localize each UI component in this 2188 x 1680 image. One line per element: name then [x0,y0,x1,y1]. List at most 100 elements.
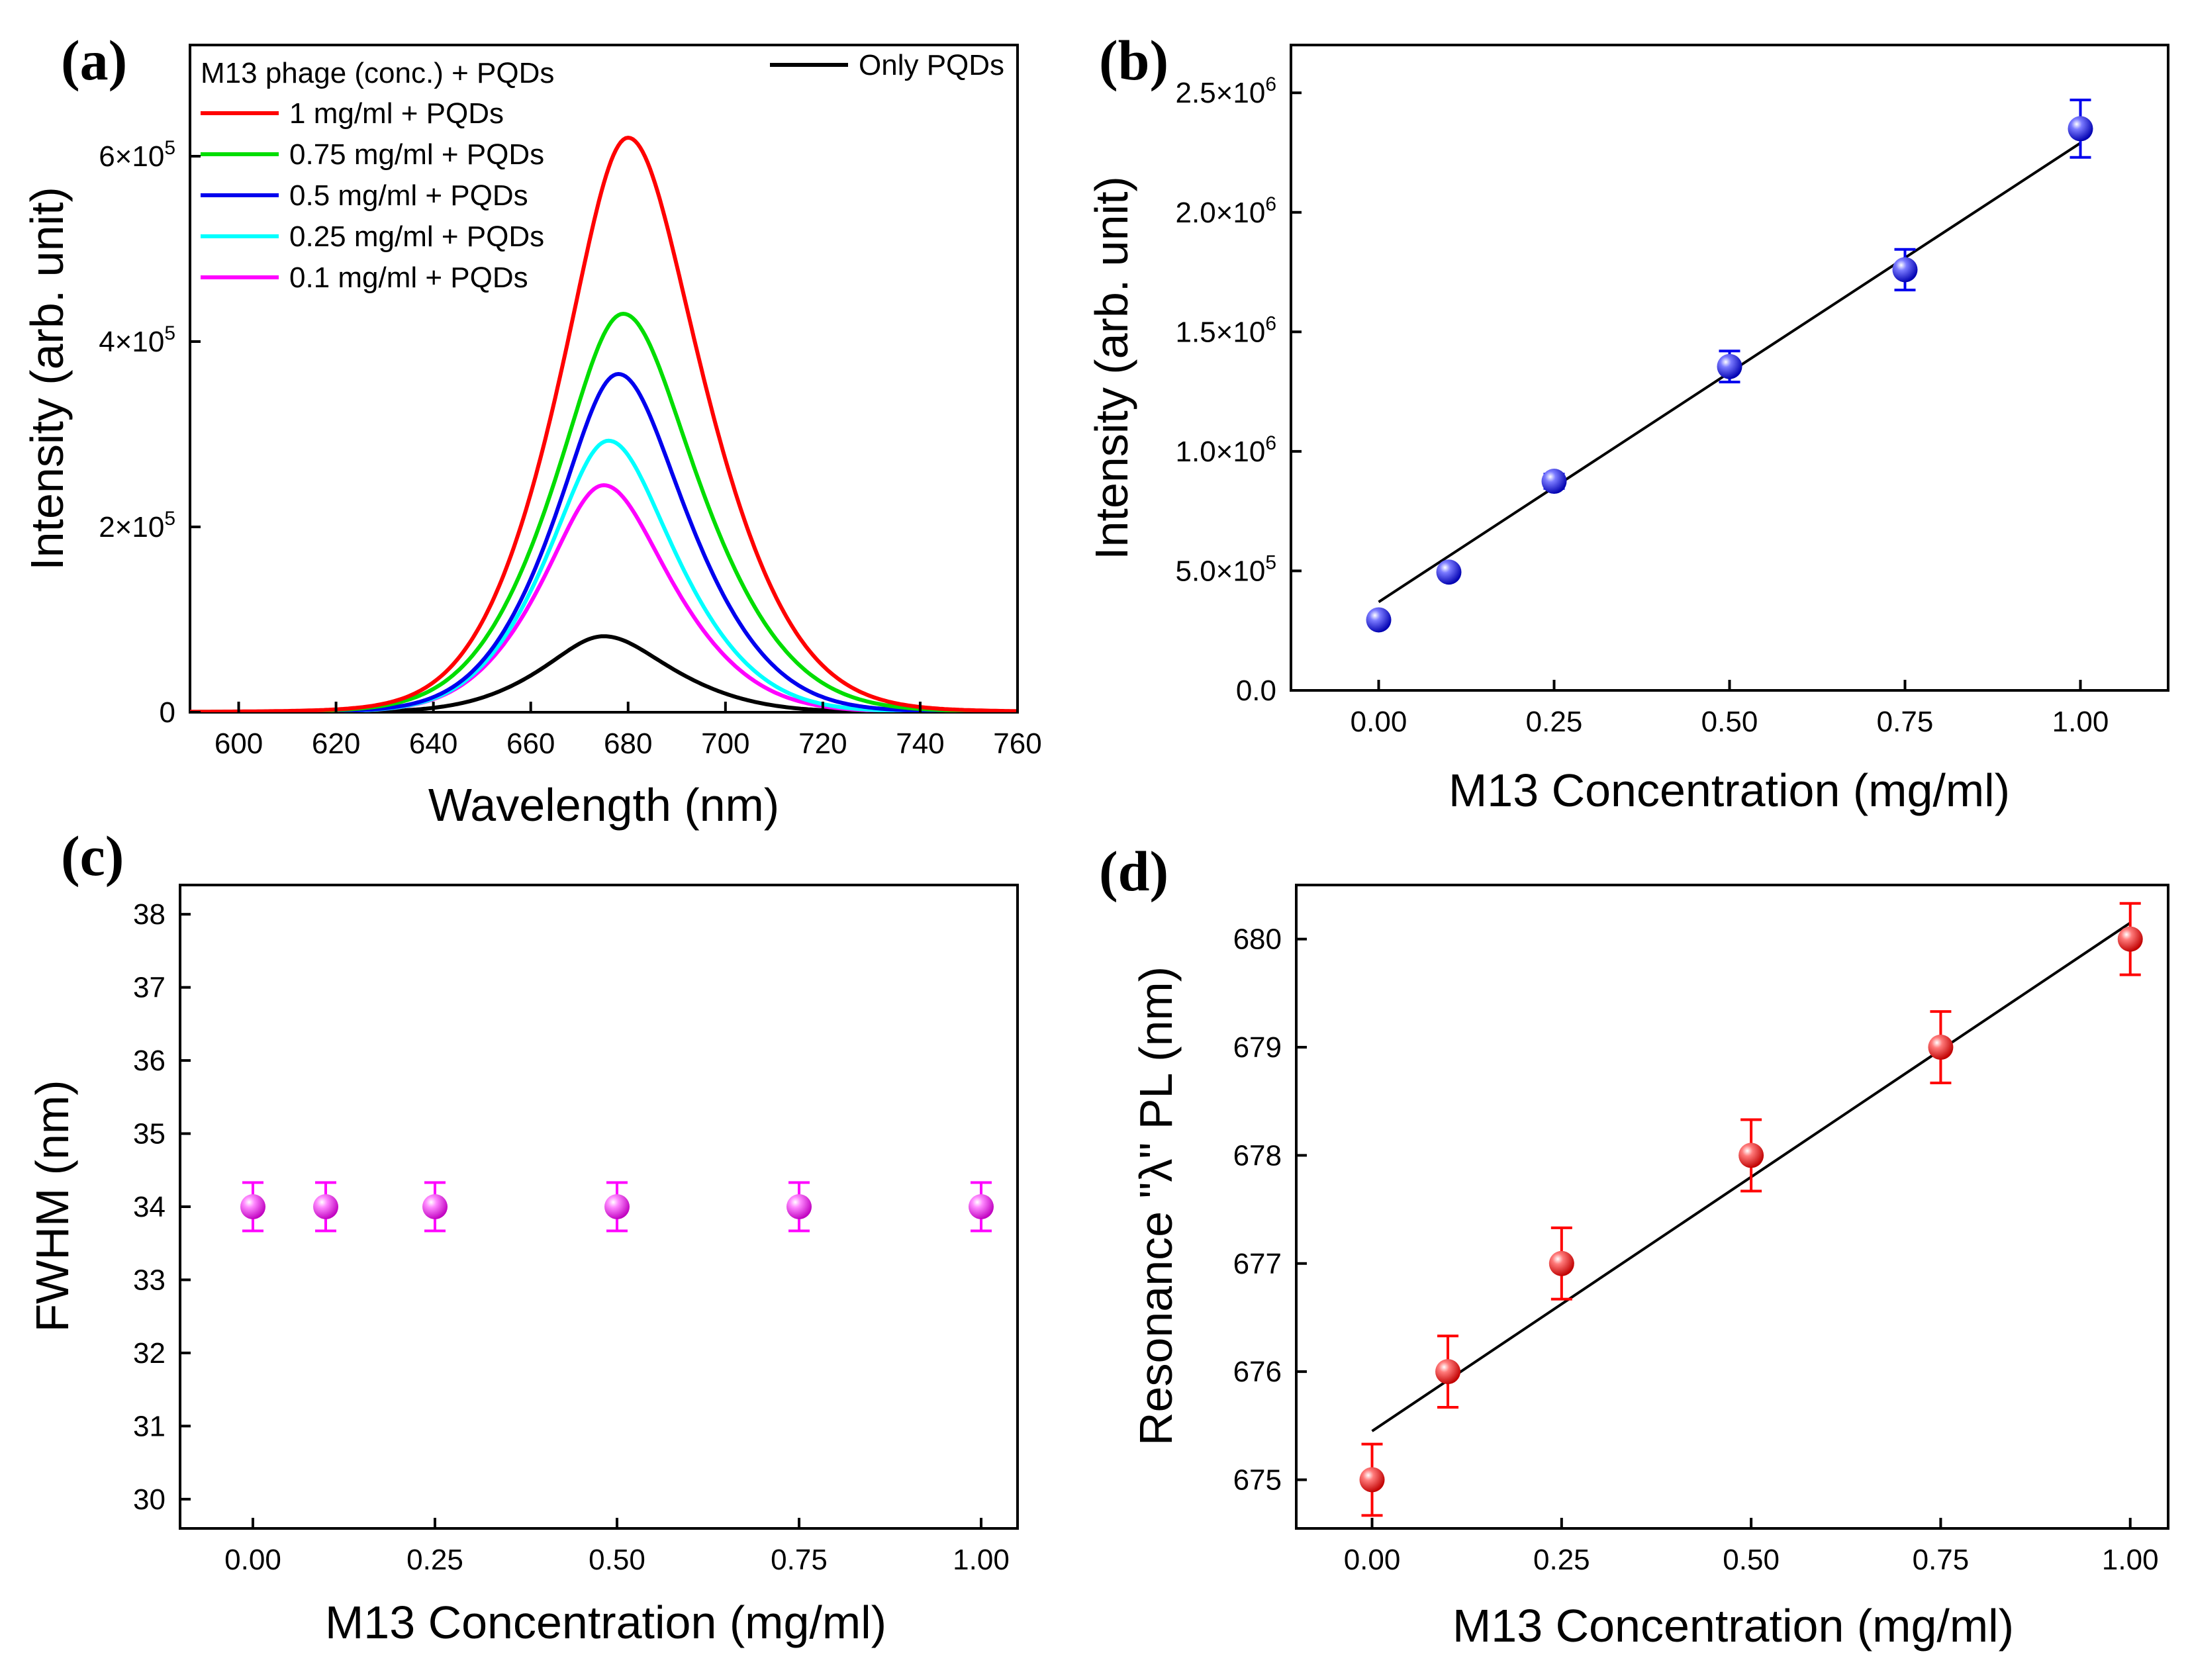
panel-d-ytick-label: 678 [1233,1139,1282,1172]
panel-b-marks [1366,99,2093,633]
data-point [1435,1359,1461,1385]
data-point [313,1194,338,1219]
data-point [1436,559,1462,585]
panel-a-xtick-label: 700 [701,727,749,760]
data-point [2068,116,2093,142]
panel-a-xtick-label: 740 [896,727,944,760]
panel-a-xlabel: Wavelength (nm) [428,779,779,831]
spectrum-line [190,311,1018,712]
panel-d-ytick-label: 679 [1233,1031,1282,1064]
panel-c-ytick-label: 31 [133,1410,166,1442]
panel-c-ylabel: FWHM (nm) [26,1080,78,1332]
panel-b-ytick-label: 2.0×106 [1176,193,1277,229]
panel-c-ytick-label: 37 [133,972,166,1004]
panel-b-ytick-label: 1.0×106 [1176,432,1277,468]
panel-a-xtick-label: 660 [506,727,555,760]
panel-d-xtick-label: 0.75 [1913,1544,1970,1576]
panel-a-letter: (a) [61,28,127,92]
panel-c-xtick-label: 0.00 [224,1544,281,1576]
panel-b-ytick-label: 1.5×106 [1176,312,1277,348]
panel-a-ytick-label: 0 [160,696,175,729]
panel-d-xtick-label: 1.00 [2102,1544,2159,1576]
panel-c-frame [179,884,1019,1530]
panel-c-marks [240,1181,994,1233]
legend-label: 0.25 mg/ml + PQDs [289,220,544,253]
data-point [1717,353,1742,379]
panel-c-letter: (c) [61,824,124,888]
panel-b-ticks: 0.00 0.25 0.50 0.75 1.00 0.0 5.0×105 1.0×106 1.5… [1176,73,2109,738]
panel-a-ticks: 600 620 640 660 680 700 720 740 760 0 2×105 4×105 6×… [99,137,1042,760]
spectrum-line [190,371,1018,712]
panel-d-marks [1359,902,2143,1517]
spectrum-line [190,483,1018,712]
panel-a-legend-title: M13 phage (conc.) + PQDs [201,57,554,89]
panel-d-xtick-label: 0.50 [1723,1544,1780,1576]
panel-a-ytick-label: 6×105 [99,137,175,173]
panel-a-xtick-label: 680 [604,727,652,760]
panel-b-letter: (b) [1099,28,1168,92]
panel-b-xlabel: M13 Concentration (mg/ml) [1449,765,2010,816]
panel-a-xtick-label: 720 [798,727,847,760]
panel-a-xtick-label: 620 [312,727,360,760]
panel-d-frame [1295,884,2169,1530]
panel-b-ytick-label: 2.5×106 [1176,73,1277,109]
spectrum-line [190,135,1018,712]
panel-c-xtick-label: 0.75 [771,1544,828,1576]
panel-a-xtick-label: 640 [409,727,457,760]
panel-a-curves [190,135,1018,712]
data-point [1366,607,1392,633]
panel-c-ytick-label: 30 [133,1483,166,1516]
data-point [1892,257,1918,283]
panel-d-xtick-label: 0.00 [1344,1544,1401,1576]
panel-d-resonance: (d) 0.00 0.25 0.50 0.75 1.00 675 676 677 678 679 6… [1099,839,2169,1652]
panel-c-fwhm: (c) 0.00 0.25 0.50 0.75 1.00 30 31 32 33 34 35 36 37… [26,824,1019,1648]
panel-a-ytick-label: 4×105 [99,322,175,358]
panel-d-ytick-label: 680 [1233,923,1282,956]
panel-c-ytick-label: 33 [133,1264,166,1296]
panel-c-ticks: 0.00 0.25 0.50 0.75 1.00 30 31 32 33 34 35 36 37 38 [133,898,1010,1576]
data-point [1548,1250,1574,1276]
panel-b-xtick-label: 0.75 [1877,706,1934,738]
data-point [969,1194,994,1219]
panel-c-xtick-label: 0.50 [589,1544,645,1576]
panel-b-xtick-label: 0.25 [1526,706,1583,738]
panel-c-ytick-label: 38 [133,898,166,931]
panel-a-legend: 1 mg/ml + PQDs 0.75 mg/ml + PQDs 0.5 mg/ml… [201,49,1004,294]
panel-a-xtick-label: 600 [214,727,263,760]
panel-a-frame [189,44,1019,714]
panel-b-ytick-label: 5.0×105 [1176,551,1277,587]
panel-c-ytick-label: 32 [133,1337,166,1370]
data-point [1541,469,1567,494]
data-point [240,1194,265,1219]
panel-c-xtick-label: 1.00 [953,1544,1010,1576]
panel-d-xlabel: M13 Concentration (mg/ml) [1452,1600,2014,1652]
panel-b-intensity: (b) 0.00 0.25 0.50 0.75 1.00 0.0 5.0×105 1.0×10… [1086,28,2169,816]
panel-a-xtick-label: 760 [993,727,1041,760]
data-point [604,1194,630,1219]
panel-b-ytick-label: 0.0 [1236,675,1276,707]
panel-a-spectra: (a) 600 620 640 660 680 700 720 740 760 0 2×105 4×1… [21,28,1042,831]
panel-b-xtick-label: 0.00 [1351,706,1407,738]
data-point [786,1194,812,1219]
panel-d-ytick-label: 676 [1233,1356,1282,1388]
data-point [1928,1035,1954,1060]
panel-d-ticks: 0.00 0.25 0.50 0.75 1.00 675 676 677 678 679 680 [1233,923,2159,1576]
panel-b-xtick-label: 0.50 [1701,706,1758,738]
panel-d-letter: (d) [1099,839,1168,903]
panel-a-ytick-label: 2×105 [99,508,175,543]
panel-b-ylabel: Intensity (arb. unit) [1086,176,1137,560]
panel-c-ytick-label: 34 [133,1191,166,1223]
data-point [422,1194,448,1219]
panel-d-ylabel: Resonance "λ" PL (nm) [1130,966,1182,1446]
legend-label: 0.1 mg/ml + PQDs [289,261,528,294]
panel-d-xtick-label: 0.25 [1533,1544,1590,1576]
legend-label: 0.75 mg/ml + PQDs [289,138,544,171]
legend-label: Only PQDs [859,49,1004,81]
panel-d-ytick-label: 677 [1233,1248,1282,1280]
legend-label: 0.5 mg/ml + PQDs [289,179,528,212]
data-point [2117,926,2143,952]
spectrum-line [190,438,1018,712]
panel-c-ytick-label: 36 [133,1045,166,1077]
panel-c-xtick-label: 0.25 [406,1544,463,1576]
